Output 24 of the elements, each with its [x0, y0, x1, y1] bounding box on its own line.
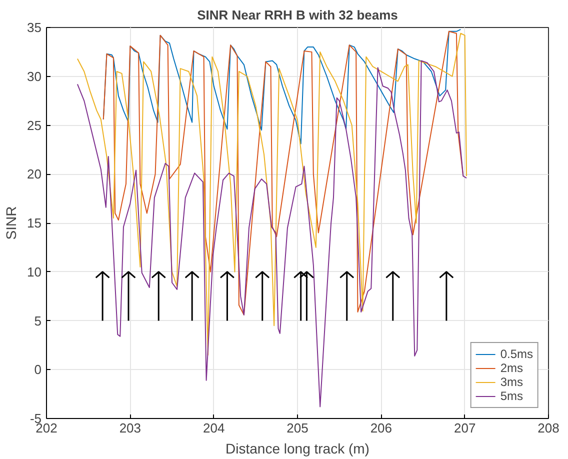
x-tick-label: 208: [538, 420, 560, 436]
y-tick-label: 10: [27, 264, 42, 280]
line-series: [76, 32, 468, 356]
y-tick-label: 30: [27, 68, 42, 84]
legend-label: 2ms: [500, 361, 523, 375]
y-axis-title: SINR: [3, 206, 20, 240]
line-series: [76, 60, 468, 408]
line-series: [102, 30, 464, 316]
y-tick-label: 25: [27, 118, 42, 133]
x-axis-title: Distance long track (m): [226, 440, 370, 456]
y-tick-label: 20: [27, 166, 42, 182]
legend-label: 3ms: [500, 375, 523, 389]
legend-label: 5ms: [500, 389, 523, 403]
x-tick-label: 203: [119, 420, 142, 436]
chart-title: SINR Near RRH B with 32 beams: [197, 8, 398, 22]
y-tick-label: 15: [27, 216, 42, 230]
x-tick-label: 204: [202, 420, 225, 436]
legend-label: 0.5ms: [500, 347, 533, 361]
x-tick-label: 206: [370, 420, 392, 436]
y-tick-label: 5: [34, 313, 42, 328]
y-tick-label: 35: [27, 20, 42, 35]
x-tick-label: 205: [286, 420, 308, 436]
x-tick-label: 207: [454, 420, 476, 436]
y-tick-label: 0: [34, 362, 42, 378]
